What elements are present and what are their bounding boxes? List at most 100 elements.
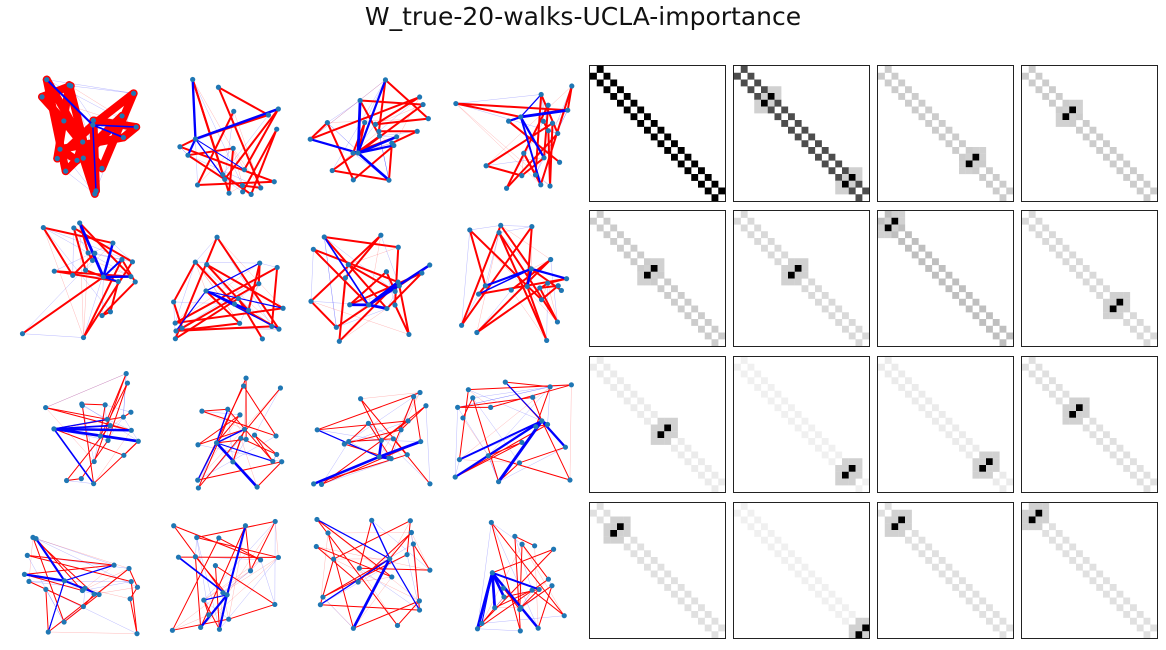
positive-edge <box>59 116 106 173</box>
graph-node <box>333 324 339 330</box>
matrix-cell-value <box>835 180 843 188</box>
matrix-cell-value <box>972 153 980 161</box>
matrix-cell-value <box>637 278 645 286</box>
weak-edge <box>381 440 421 442</box>
matrix-cell-value <box>965 597 973 605</box>
matrix-cell-value <box>704 187 712 195</box>
positive-edge <box>519 446 566 464</box>
positive-edge <box>357 103 425 154</box>
matrix-cell-value <box>1116 458 1124 466</box>
matrix-cell-value <box>855 194 863 201</box>
weak-edge <box>316 546 430 571</box>
matrix-cell-value <box>630 550 638 558</box>
matrix-cell-value <box>862 187 869 195</box>
matrix-cell-value <box>754 106 762 114</box>
weak-edge <box>310 301 409 335</box>
matrix-cell-value <box>650 438 658 445</box>
graph-node <box>61 118 67 124</box>
matrix-cell-value <box>938 265 946 272</box>
graph-node <box>524 283 530 290</box>
matrix-cell-value <box>691 611 699 618</box>
matrix-cell-value <box>644 278 651 286</box>
matrix-cell-value <box>898 79 906 87</box>
weak-edge <box>459 386 551 460</box>
matrix-panel <box>877 356 1014 493</box>
matrix-cell-value <box>938 570 946 578</box>
matrix-cell-value <box>972 471 980 479</box>
positive-edge <box>333 520 411 560</box>
matrix-cell-value <box>992 458 1000 466</box>
positive-edge <box>460 224 502 327</box>
matrix-cell-value <box>637 557 645 564</box>
graph-node <box>39 94 45 100</box>
matrix-cell-value <box>898 238 906 245</box>
matrix-cell-value <box>1136 611 1144 618</box>
graph-node <box>495 479 502 485</box>
matrix-cell-value <box>603 231 611 239</box>
graph-node <box>251 432 258 438</box>
matrix-cell-value <box>1028 503 1036 510</box>
negative-edge <box>454 419 543 479</box>
graph-node <box>537 285 543 291</box>
matrix-cell-value <box>959 431 966 439</box>
matrix-cell-value <box>1035 217 1043 225</box>
graph-node <box>241 167 247 173</box>
matrix-cell-value <box>986 312 993 320</box>
matrix-cell-value <box>1109 160 1117 168</box>
matrix-cell-value <box>781 397 789 405</box>
matrix-panel <box>733 65 870 202</box>
negative-edge <box>530 267 567 280</box>
matrix-cell-value <box>774 550 782 558</box>
matrix-cell-value <box>898 516 906 524</box>
matrix-cell-value <box>959 153 966 161</box>
negative-edge <box>476 572 494 630</box>
matrix-cell-value <box>734 217 741 225</box>
graph-node <box>280 305 286 311</box>
graph-node <box>245 307 252 313</box>
weak-edge <box>43 227 84 338</box>
positive-edge <box>326 121 355 181</box>
weak-edge <box>112 242 133 262</box>
matrix-cell-value <box>801 563 809 571</box>
matrix-cell-value <box>972 458 980 466</box>
matrix-cell-value <box>1062 244 1070 252</box>
graph-node <box>123 371 129 377</box>
graph-node <box>452 474 458 480</box>
positive-edge <box>468 228 487 287</box>
matrix-panel <box>1021 210 1158 347</box>
graph-node <box>96 591 102 598</box>
matrix-cell-value <box>855 471 863 479</box>
matrix-cell-value <box>1069 113 1077 121</box>
graph-node <box>398 427 404 433</box>
matrix-cell-value <box>603 363 611 371</box>
matrix-panel <box>589 502 726 639</box>
graph-node <box>78 476 84 482</box>
weak-edge <box>83 252 89 338</box>
matrix-cell-value <box>590 509 597 517</box>
matrix-cell-value <box>1062 404 1070 412</box>
matrix-cell-value <box>684 458 692 466</box>
graph-node <box>482 283 489 289</box>
matrix-cell-value <box>905 86 912 94</box>
matrix-cell-value <box>945 431 953 439</box>
matrix-cell-value <box>945 140 953 148</box>
matrix-cell-value <box>761 99 768 107</box>
positive-edge <box>540 284 560 301</box>
graph-node <box>100 274 106 280</box>
matrix-cell-value <box>992 187 1000 195</box>
matrix-cell-value <box>828 312 836 320</box>
matrix-cell-value <box>664 417 672 425</box>
weak-edge <box>520 590 533 608</box>
matrix-cell-value <box>1143 617 1151 625</box>
matrix-cell-value <box>884 370 892 378</box>
weak-edge <box>123 373 127 418</box>
matrix-cell-value <box>821 438 829 445</box>
graph-node <box>92 250 98 256</box>
graph-node <box>547 183 553 189</box>
graph-node <box>225 406 231 412</box>
matrix-cell-value <box>1096 133 1104 141</box>
matrix-cell-value <box>821 305 829 313</box>
negative-edge <box>53 427 139 443</box>
matrix-cell-value <box>644 417 651 425</box>
graph-panel <box>445 212 585 352</box>
